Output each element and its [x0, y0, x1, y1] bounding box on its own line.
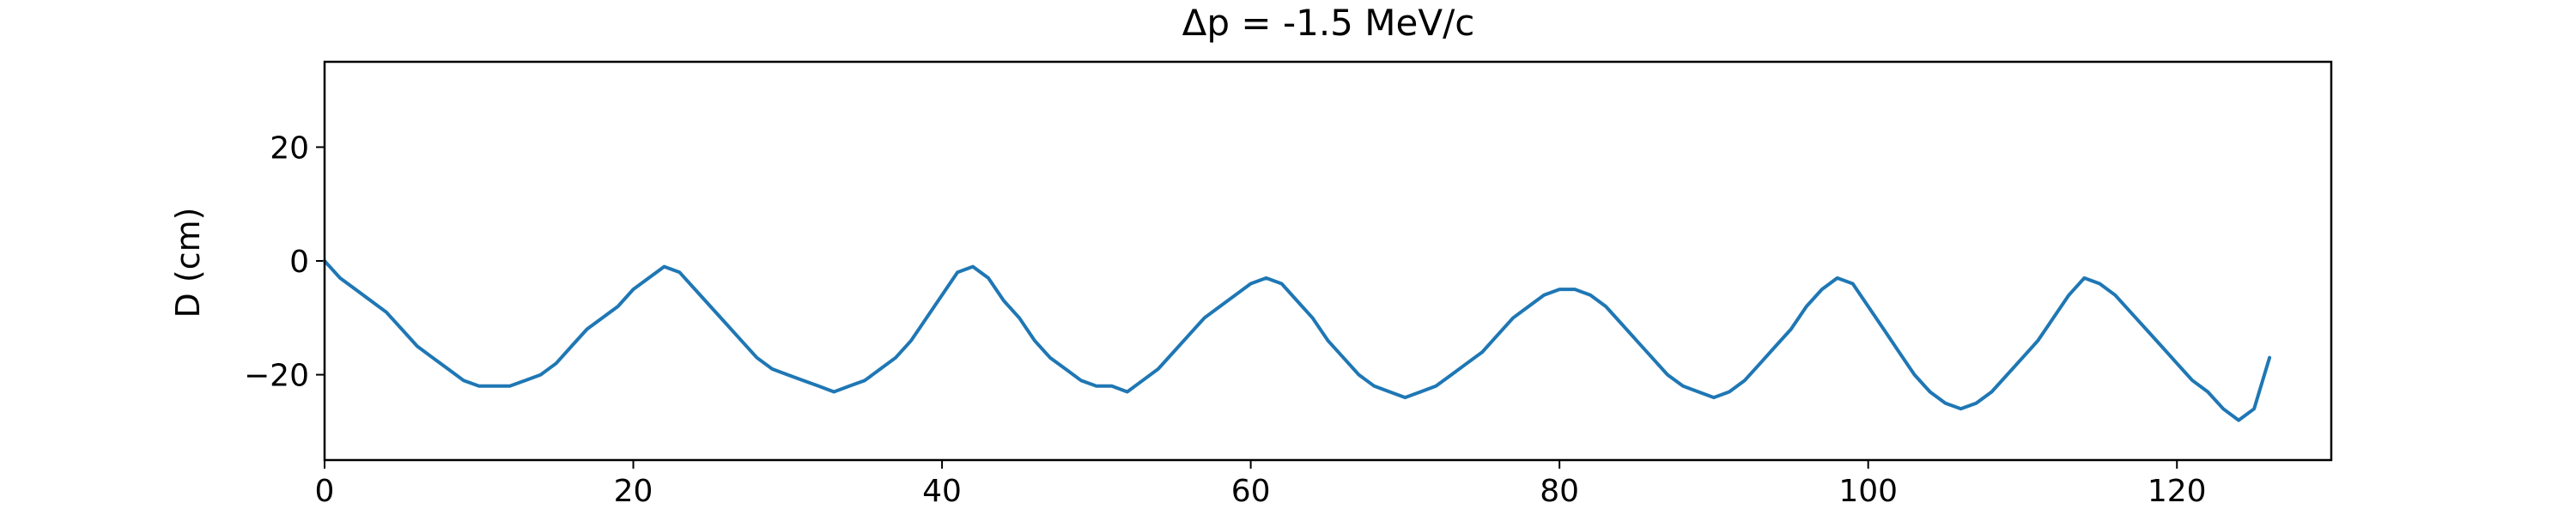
x-tick-label: 40	[922, 474, 962, 509]
y-axis-label: D (cm)	[169, 208, 207, 318]
plot-area: 0 20 40 60 80 100 120 −20 0 20	[244, 130, 2272, 509]
y-tick-label: −20	[244, 359, 309, 394]
y-tick-label: 0	[289, 245, 309, 280]
x-tick-label: 20	[614, 474, 653, 509]
chart-title: Δp = -1.5 MeV/c	[1182, 2, 1475, 44]
x-tick-label: 60	[1231, 474, 1271, 509]
series-line	[323, 259, 2272, 422]
x-tick-label: 100	[1838, 474, 1898, 509]
x-tick-label: 80	[1540, 474, 1579, 509]
x-tick-label: 0	[315, 474, 335, 509]
y-tick-label: 20	[270, 130, 309, 166]
plot-frame	[323, 60, 2333, 462]
x-tick-label: 120	[2148, 474, 2207, 509]
